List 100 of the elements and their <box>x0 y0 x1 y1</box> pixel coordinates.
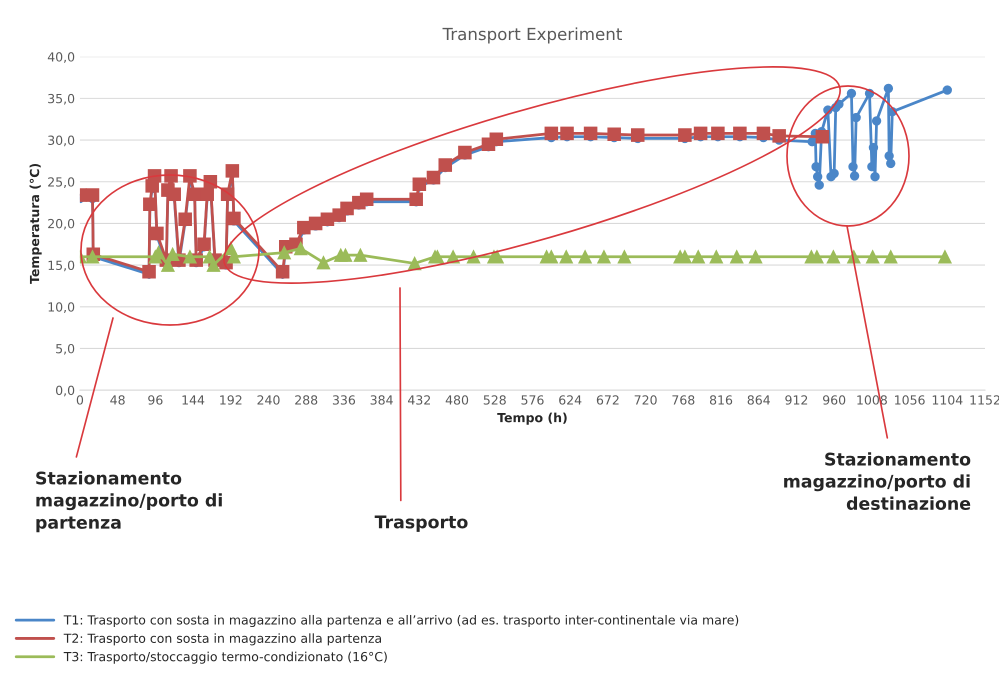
x-tick-label: 288 <box>295 395 318 405</box>
point <box>166 248 180 262</box>
x-tick-label: 96 <box>148 395 163 405</box>
x-tick-label: 1104 <box>932 395 963 405</box>
x-tick-label: 336 <box>332 395 356 405</box>
point <box>607 127 621 141</box>
x-tick-label: 912 <box>785 395 808 405</box>
y-tick-label: 15,0 <box>48 260 74 272</box>
point <box>886 158 896 168</box>
point <box>772 129 786 143</box>
point <box>200 187 214 202</box>
x-axis-title: Tempo (h) <box>497 412 567 425</box>
point <box>458 146 472 160</box>
text: Trasporto <box>374 516 468 532</box>
point <box>850 171 860 181</box>
point <box>597 250 611 264</box>
point <box>618 250 632 264</box>
point <box>544 126 558 140</box>
legend-label: T1: Trasporto con sosta in magazzino alla partenza e all’arrivo (ad es. trasporto inter-continentale via mare) <box>64 614 738 628</box>
point <box>560 126 574 140</box>
point <box>694 126 708 140</box>
point <box>178 212 192 226</box>
point <box>183 250 197 264</box>
point <box>188 187 202 202</box>
y-tick-label: 0,0 <box>56 386 74 396</box>
point <box>584 126 598 140</box>
point <box>360 192 374 206</box>
point <box>294 242 308 256</box>
x-tick-label: 432 <box>408 395 430 405</box>
point <box>354 248 368 262</box>
x-tick-label: 1056 <box>895 395 925 405</box>
point <box>710 250 724 264</box>
point <box>578 250 592 264</box>
point <box>826 250 840 264</box>
point <box>308 216 322 230</box>
point <box>884 84 894 94</box>
point <box>338 248 352 262</box>
text: Stazionamento magazzino/porto di partenza <box>36 471 222 532</box>
point <box>226 164 240 178</box>
point <box>86 250 100 264</box>
y-tick-label: 35,0 <box>48 94 74 105</box>
point <box>426 170 440 184</box>
y-tick-label: 5,0 <box>56 344 74 355</box>
point <box>678 128 692 142</box>
point <box>870 172 880 182</box>
point <box>150 226 164 240</box>
point <box>846 88 856 98</box>
chart-title: Transport Experiment <box>442 27 622 44</box>
x-tick-label: 480 <box>446 395 468 405</box>
legend-label: T2: Trasporto con sosta in magazzino alla partenza <box>64 633 381 646</box>
x-tick-label: 672 <box>596 395 619 405</box>
point <box>197 237 211 252</box>
point <box>340 202 354 216</box>
point <box>142 265 156 279</box>
point <box>490 132 504 146</box>
point <box>942 85 952 95</box>
x-tick-label: 816 <box>710 395 732 405</box>
point <box>412 177 426 192</box>
y-tick-label: 30,0 <box>48 136 74 146</box>
point <box>711 126 725 140</box>
y-tick-label: 10,0 <box>48 302 74 313</box>
x-tick-label: 960 <box>823 395 846 405</box>
point <box>848 162 858 172</box>
point <box>730 250 744 264</box>
x-tick-label: 528 <box>484 395 506 405</box>
point <box>884 250 898 264</box>
point <box>167 187 181 202</box>
point <box>227 212 241 226</box>
point <box>733 126 747 140</box>
legend-label: T3: Trasporto/stoccaggio termo-condizionato (16°C) <box>64 652 387 664</box>
point <box>756 126 770 140</box>
x-tick-label: 624 <box>559 395 582 405</box>
point <box>276 265 290 279</box>
point <box>866 250 880 264</box>
x-tick-label: 0 <box>76 395 84 405</box>
x-tick-label: 576 <box>522 395 544 405</box>
point <box>559 250 574 264</box>
point <box>816 130 830 144</box>
x-tick-label: 144 <box>182 395 204 405</box>
point <box>297 220 311 234</box>
point <box>86 188 100 202</box>
point <box>814 180 824 190</box>
x-tick-label: 48 <box>110 395 125 405</box>
y-tick-label: 40,0 <box>48 52 74 63</box>
point <box>143 197 157 212</box>
point <box>316 256 330 270</box>
point <box>409 192 423 206</box>
x-tick-label: 240 <box>257 395 280 405</box>
x-tick-label: 720 <box>634 395 657 405</box>
y-axis-title: Temperatura (°C) <box>30 164 42 284</box>
x-tick-label: 384 <box>370 395 393 405</box>
point <box>872 116 882 126</box>
point <box>867 162 877 172</box>
point <box>748 250 762 264</box>
text: Stazionamento magazzino/porto di destinazione <box>784 452 970 510</box>
point <box>812 172 822 182</box>
point <box>438 158 452 172</box>
point <box>691 250 706 264</box>
x-tick-label: 192 <box>220 395 242 405</box>
point <box>868 142 878 152</box>
